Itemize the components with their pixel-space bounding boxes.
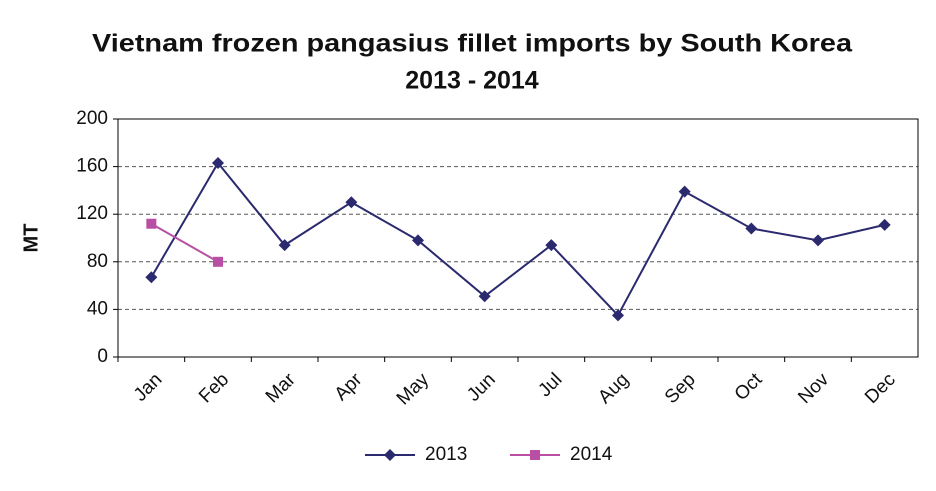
y-tick-label: 40 bbox=[87, 298, 108, 319]
data-point bbox=[812, 234, 824, 247]
x-tick-label: Mar bbox=[262, 369, 300, 407]
data-point bbox=[545, 239, 558, 252]
x-tick-label: Jun bbox=[463, 369, 500, 406]
x-tick-label: Oct bbox=[731, 369, 767, 405]
data-point bbox=[212, 157, 224, 170]
data-point bbox=[478, 290, 491, 303]
x-tick-label: Aug bbox=[594, 369, 633, 408]
data-point bbox=[145, 271, 158, 284]
data-point bbox=[146, 218, 157, 229]
series-line bbox=[150, 161, 885, 318]
chart-title: Vietnam frozen pangasius fillet imports … bbox=[92, 30, 853, 58]
y-tick-label: 0 bbox=[97, 346, 108, 367]
data-point bbox=[278, 239, 291, 252]
y-tick-label: 120 bbox=[76, 203, 108, 224]
x-tick-label: Nov bbox=[794, 369, 833, 408]
data-point bbox=[213, 256, 223, 267]
y-tick-label: 200 bbox=[76, 108, 108, 129]
series-line bbox=[150, 222, 219, 263]
y-tick-label: 80 bbox=[87, 251, 108, 272]
data-point bbox=[678, 185, 691, 198]
data-point bbox=[412, 234, 424, 247]
chart-subtitle: 2013 - 2014 bbox=[405, 67, 539, 95]
legend-label: 2013 bbox=[425, 444, 467, 465]
y-tick-label: 160 bbox=[76, 156, 108, 177]
x-tick-label: Apr bbox=[331, 369, 367, 405]
y-axis-label: MT bbox=[20, 224, 42, 253]
x-tick-label: Sep bbox=[661, 369, 700, 408]
legend-marker bbox=[384, 449, 396, 461]
legend-label: 2014 bbox=[570, 444, 613, 465]
data-point bbox=[612, 309, 624, 322]
legend-marker bbox=[530, 450, 540, 460]
x-tick-label: Jan bbox=[130, 369, 167, 406]
x-tick-label: Feb bbox=[195, 369, 233, 407]
x-tick-label: Dec bbox=[861, 369, 900, 408]
x-tick-label: May bbox=[393, 369, 434, 410]
data-point bbox=[345, 196, 358, 209]
data-point bbox=[745, 222, 758, 235]
plot-border bbox=[117, 118, 919, 358]
x-tick-label: Jul bbox=[534, 369, 566, 401]
data-point bbox=[878, 218, 891, 231]
